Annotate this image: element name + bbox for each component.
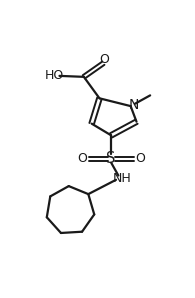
Text: O: O <box>135 152 145 165</box>
Text: O: O <box>99 53 109 66</box>
Text: S: S <box>106 151 116 166</box>
Text: HO: HO <box>44 69 64 82</box>
Text: NH: NH <box>113 172 131 185</box>
Text: N: N <box>129 98 139 112</box>
Text: O: O <box>78 152 87 165</box>
